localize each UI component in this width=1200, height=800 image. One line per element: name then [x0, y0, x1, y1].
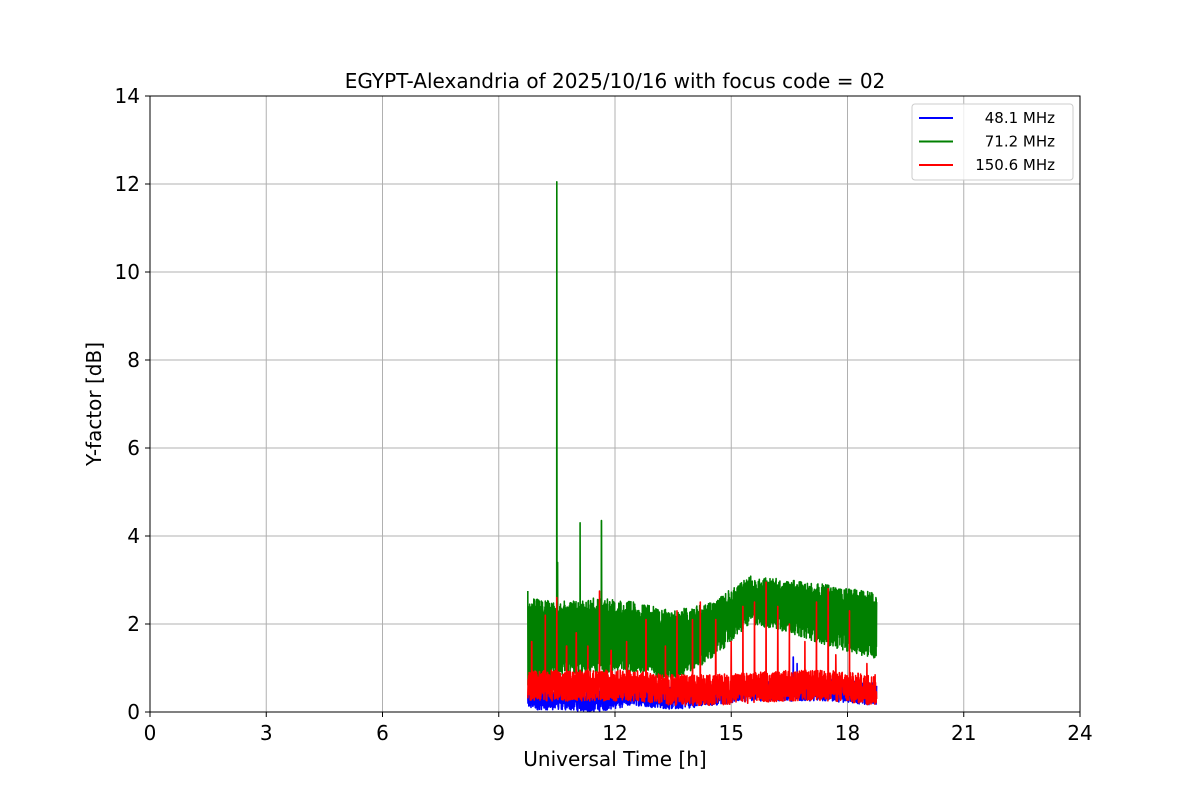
- y-tick-label: 8: [127, 348, 140, 372]
- legend-box: [911, 103, 1074, 181]
- legend-label-1: 71.2 MHz: [985, 133, 1055, 151]
- y-tick-label: 12: [115, 172, 140, 196]
- legend-label-0: 48.1 MHz: [985, 109, 1055, 127]
- x-tick-label: 12: [602, 721, 627, 745]
- chart-title: EGYPT-Alexandria of 2025/10/16 with focu…: [345, 69, 886, 93]
- x-tick-label: 21: [951, 721, 976, 745]
- series-layer: [526, 181, 878, 712]
- x-tick-label: 0: [144, 721, 157, 745]
- x-tick-label: 24: [1067, 721, 1092, 745]
- x-tick-label: 3: [260, 721, 273, 745]
- series-line-2: [527, 581, 878, 707]
- x-tick-label: 6: [376, 721, 389, 745]
- x-tick-label: 18: [835, 721, 860, 745]
- y-tick-label: 14: [115, 84, 140, 108]
- x-tick-label: 15: [719, 721, 744, 745]
- series-line-1: [526, 181, 878, 686]
- y-tick-label: 6: [127, 436, 140, 460]
- y-tick-label: 2: [127, 612, 140, 636]
- y-tick-label: 10: [115, 260, 140, 284]
- y-tick-label: 0: [127, 700, 140, 724]
- y-axis-label: Y-factor [dB]: [82, 342, 106, 467]
- legend: 48.1 MHz 71.2 MHz 150.6 MHz: [911, 103, 1074, 181]
- legend-label-2: 150.6 MHz: [975, 156, 1055, 174]
- y-tick-label: 4: [127, 524, 140, 548]
- x-tick-label: 9: [492, 721, 505, 745]
- x-axis-label: Universal Time [h]: [523, 747, 706, 771]
